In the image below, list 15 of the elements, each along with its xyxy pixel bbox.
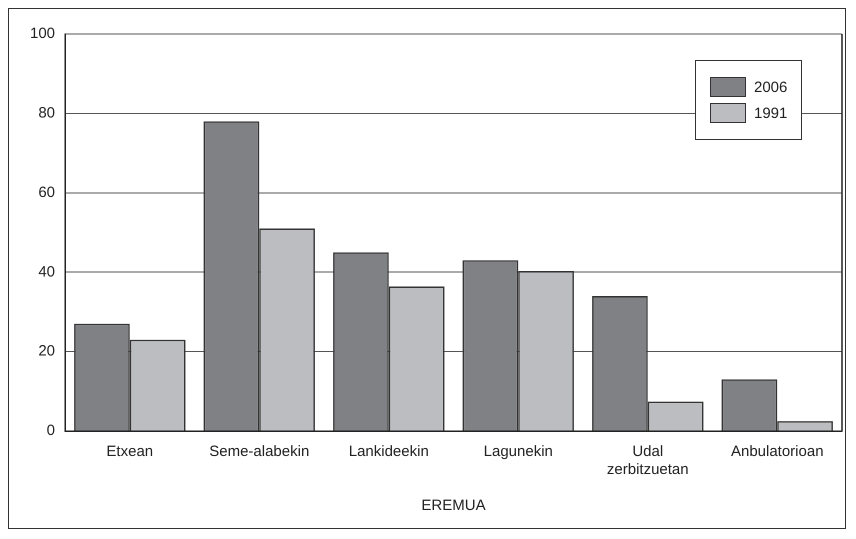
legend-label: 2006 [754,78,788,96]
x-axis-title: EREMUA [421,497,486,514]
x-tick-label: Udal zerbitzuetan [606,443,689,478]
x-tick-label: Lagunekin [484,443,553,460]
x-tick-label: Etxean [106,443,154,460]
y-tick-label: 80 [38,104,56,122]
y-tick-label: 100 [30,25,56,42]
y-tick-label: 40 [38,263,56,280]
x-tick-label: Lankideekin [348,443,429,460]
x-tick-label: Anbulatorioan [730,443,824,460]
y-tick-label: 20 [38,342,56,360]
x-tick-label: Seme-alabekin [209,443,310,460]
legend-label: 1991 [754,104,788,122]
y-tick-label: 60 [38,184,56,201]
y-tick-label: 0 [46,422,56,440]
